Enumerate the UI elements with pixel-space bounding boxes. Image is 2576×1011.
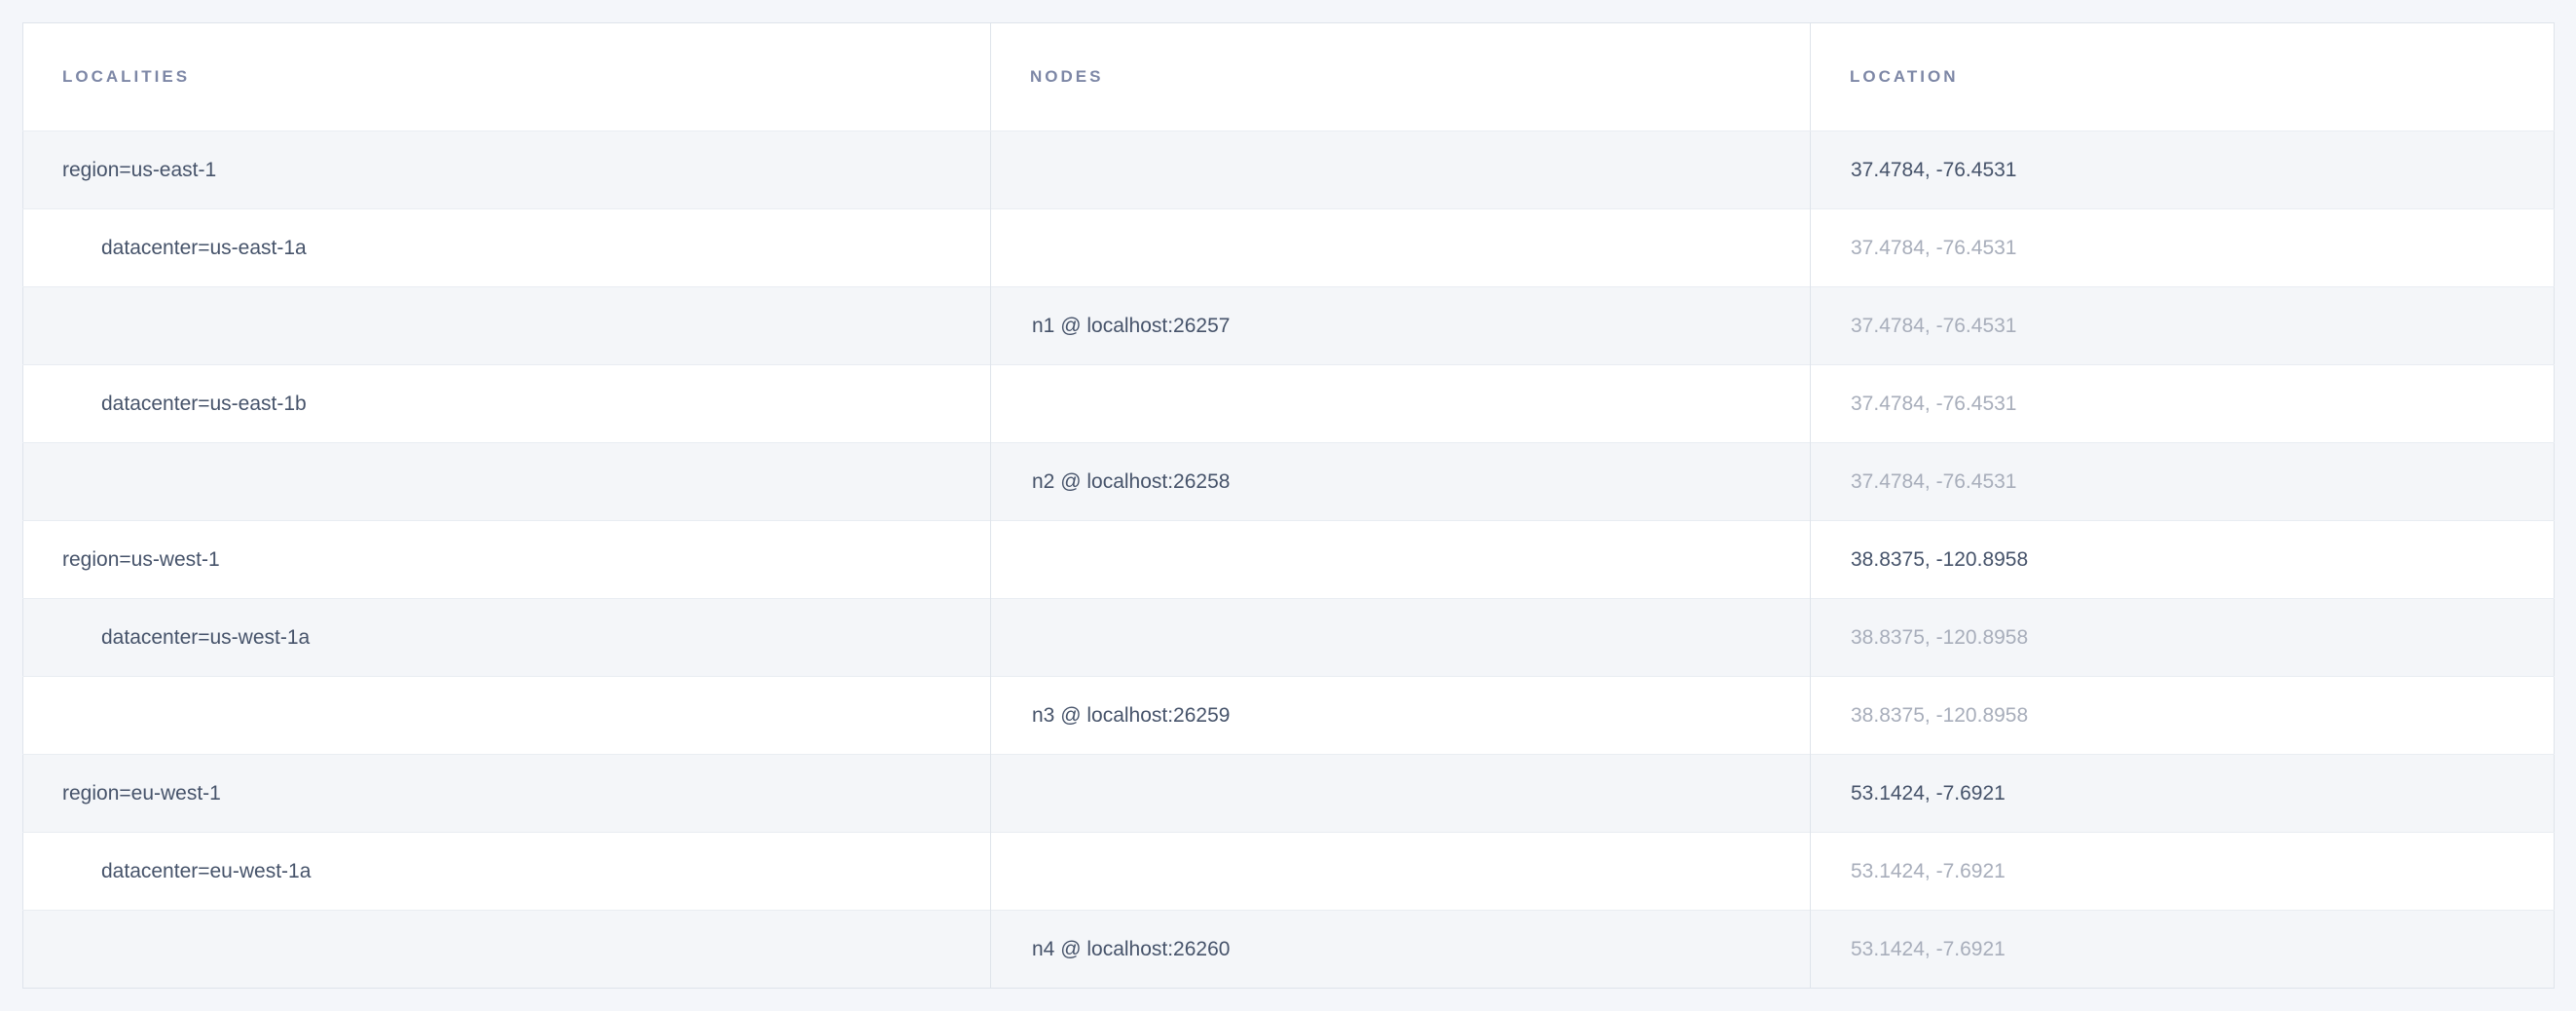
locality-cell: datacenter=us-east-1b (22, 364, 991, 443)
location-cell: 37.4784, -76.4531 (1810, 286, 2555, 365)
table-header: LOCALITIES NODES LOCATION (22, 22, 2555, 131)
location-cell: 37.4784, -76.4531 (1810, 364, 2555, 443)
column-header-localities: LOCALITIES (22, 22, 991, 131)
locality-cell: region=us-east-1 (22, 131, 991, 209)
column-header-location: LOCATION (1810, 22, 2555, 131)
table-row: n1 @ localhost:26257 37.4784, -76.4531 (22, 286, 2555, 365)
table-row: n3 @ localhost:26259 38.8375, -120.8958 (22, 676, 2555, 755)
location-cell: 37.4784, -76.4531 (1810, 131, 2555, 209)
node-cell (990, 832, 1811, 911)
location-cell: 38.8375, -120.8958 (1810, 676, 2555, 755)
table-row: region=us-west-1 38.8375, -120.8958 (22, 520, 2555, 599)
location-cell: 53.1424, -7.6921 (1810, 754, 2555, 833)
location-cell: 53.1424, -7.6921 (1810, 832, 2555, 911)
table-body: region=us-east-1 37.4784, -76.4531 datac… (22, 131, 2555, 989)
table-row: region=us-east-1 37.4784, -76.4531 (22, 131, 2555, 209)
column-header-nodes: NODES (990, 22, 1811, 131)
locality-cell: datacenter=eu-west-1a (22, 832, 991, 911)
location-cell: 38.8375, -120.8958 (1810, 598, 2555, 677)
node-cell: n3 @ localhost:26259 (990, 676, 1811, 755)
node-cell (990, 598, 1811, 677)
locality-cell (22, 676, 991, 755)
localities-table-container: LOCALITIES NODES LOCATION region=us-east… (22, 22, 2555, 989)
locality-cell: datacenter=us-east-1a (22, 208, 991, 287)
location-cell: 38.8375, -120.8958 (1810, 520, 2555, 599)
location-cell: 37.4784, -76.4531 (1810, 442, 2555, 521)
table-row: n2 @ localhost:26258 37.4784, -76.4531 (22, 442, 2555, 521)
node-cell (990, 131, 1811, 209)
node-cell (990, 208, 1811, 287)
node-cell (990, 364, 1811, 443)
locality-cell (22, 286, 991, 365)
node-cell: n4 @ localhost:26260 (990, 910, 1811, 989)
locality-cell: datacenter=us-west-1a (22, 598, 991, 677)
node-cell (990, 754, 1811, 833)
localities-table: LOCALITIES NODES LOCATION region=us-east… (22, 22, 2555, 989)
locality-cell (22, 910, 991, 989)
table-row: n4 @ localhost:26260 53.1424, -7.6921 (22, 910, 2555, 989)
header-row: LOCALITIES NODES LOCATION (22, 22, 2555, 131)
locality-cell: region=eu-west-1 (22, 754, 991, 833)
location-cell: 37.4784, -76.4531 (1810, 208, 2555, 287)
location-cell: 53.1424, -7.6921 (1810, 910, 2555, 989)
table-row: datacenter=us-east-1b 37.4784, -76.4531 (22, 364, 2555, 443)
node-cell: n2 @ localhost:26258 (990, 442, 1811, 521)
node-cell (990, 520, 1811, 599)
table-row: datacenter=eu-west-1a 53.1424, -7.6921 (22, 832, 2555, 911)
table-row: datacenter=us-west-1a 38.8375, -120.8958 (22, 598, 2555, 677)
locality-cell: region=us-west-1 (22, 520, 991, 599)
locality-cell (22, 442, 991, 521)
table-row: datacenter=us-east-1a 37.4784, -76.4531 (22, 208, 2555, 287)
node-cell: n1 @ localhost:26257 (990, 286, 1811, 365)
table-row: region=eu-west-1 53.1424, -7.6921 (22, 754, 2555, 833)
